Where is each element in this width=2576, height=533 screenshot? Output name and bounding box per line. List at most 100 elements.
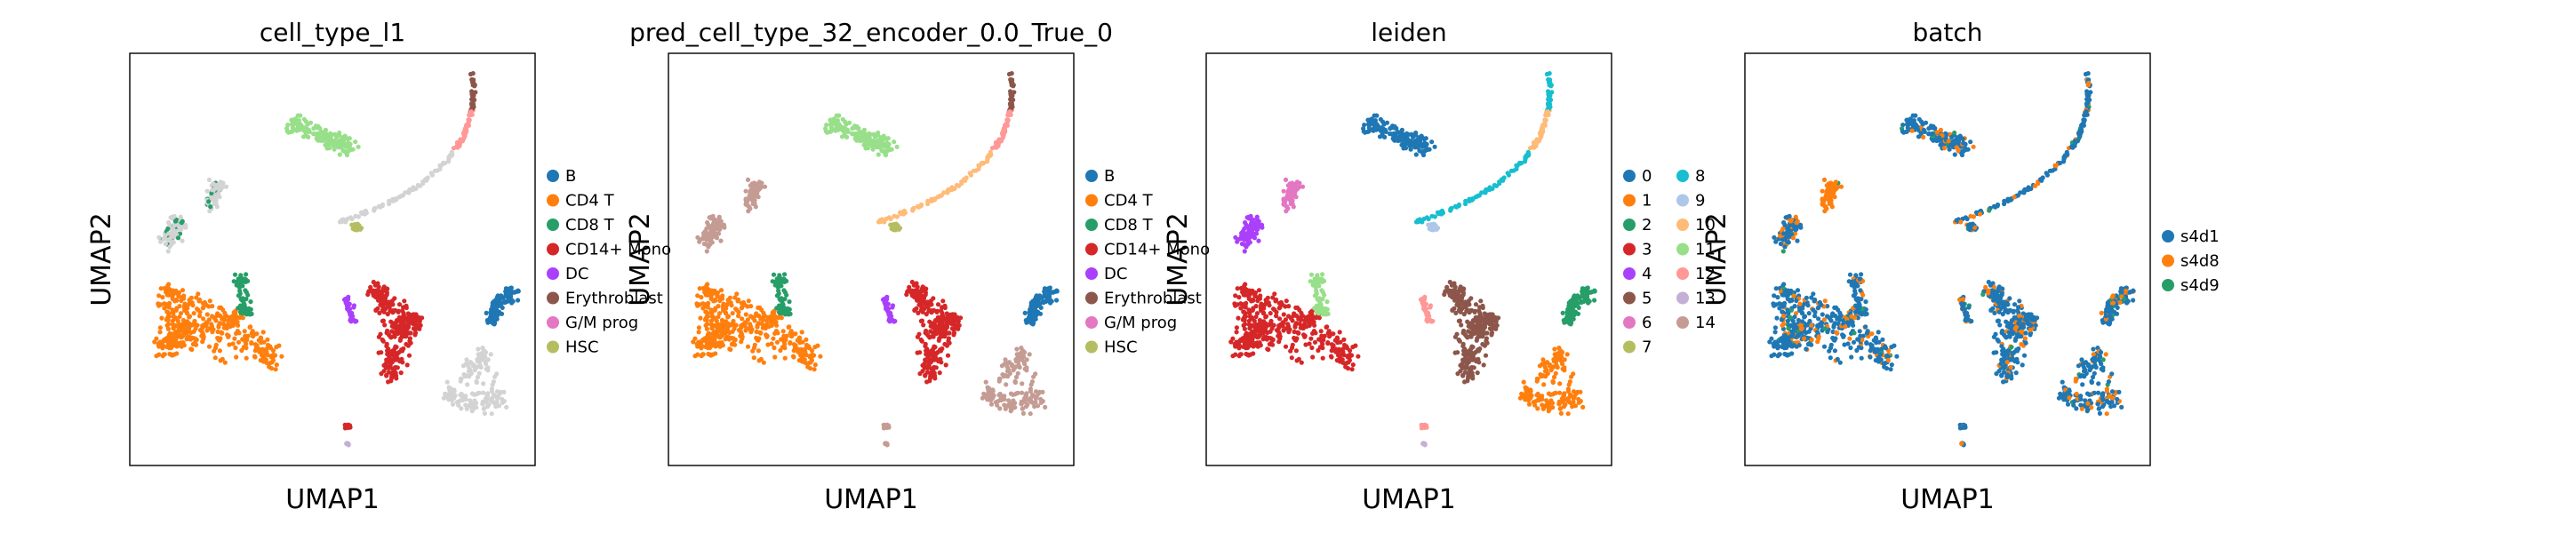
scatter-point: [1006, 110, 1012, 115]
scatter-point: [344, 152, 350, 158]
scatter-point: [177, 304, 182, 309]
scatter-point: [332, 147, 337, 152]
scatter-point: [1303, 342, 1308, 347]
scatter-point: [1296, 356, 1301, 362]
x-axis-label: UMAP1: [824, 484, 918, 515]
scatter-point: [772, 354, 778, 360]
scatter-point: [932, 345, 938, 350]
scatter-point: [1268, 318, 1274, 324]
scatter-point: [464, 357, 469, 362]
scatter-point: [476, 390, 482, 395]
scatter-point: [337, 130, 342, 136]
scatter-point: [920, 309, 925, 314]
scatter-point: [914, 306, 919, 311]
scatter-point: [1310, 282, 1316, 288]
scatter-point: [1276, 330, 1282, 335]
scatter-point: [216, 337, 221, 343]
scatter-point: [244, 338, 250, 343]
scatter-point: [393, 364, 398, 370]
scatter-point: [179, 298, 184, 304]
scatter-point: [407, 336, 412, 341]
scatter-point: [1371, 128, 1376, 133]
scatter-point: [1244, 289, 1249, 294]
scatter-point: [751, 355, 756, 361]
scatter-point: [879, 139, 884, 144]
scatter-point: [1418, 297, 1424, 302]
scatter-point: [158, 286, 164, 291]
scatter-point: [929, 310, 934, 315]
scatter-point: [172, 298, 178, 304]
scatter-point: [921, 322, 926, 328]
scatter-point: [740, 334, 745, 339]
legend-label: HSC: [1104, 338, 1138, 357]
scatter-point: [261, 339, 267, 345]
scatter-point: [380, 318, 385, 323]
scatter-point: [248, 299, 253, 305]
scatter-point: [772, 314, 778, 319]
scatter-point: [480, 402, 485, 407]
scatter-point: [1415, 145, 1420, 150]
legend-label: 2: [1642, 216, 1652, 235]
scatter-point: [1460, 361, 1465, 366]
scatter-point: [222, 314, 228, 320]
scatter-point: [952, 186, 957, 192]
scatter-point: [996, 376, 1002, 381]
scatter-point: [937, 370, 942, 376]
scatter-point: [1308, 279, 1313, 284]
scatter-point: [212, 346, 219, 351]
scatter-point: [376, 350, 381, 355]
scatter-point: [1263, 336, 1268, 341]
scatter-point: [1034, 300, 1039, 306]
scatter-point: [1478, 313, 1484, 319]
scatter-point: [188, 295, 194, 300]
scatter-point: [389, 360, 395, 365]
scatter-point: [234, 282, 239, 288]
scatter-point: [489, 411, 494, 417]
scatter-point: [191, 311, 196, 316]
scatter-point: [384, 292, 389, 298]
scatter-point: [1484, 330, 1490, 336]
legend-marker: [1085, 170, 1098, 182]
scatter-point: [711, 219, 717, 224]
scatter-point: [1439, 211, 1444, 217]
scatter-point: [408, 330, 413, 336]
scatter-point: [1477, 321, 1483, 326]
scatter-point: [170, 318, 175, 323]
scatter-point: [1041, 299, 1046, 306]
scatter-point: [380, 300, 387, 306]
scatter-point: [500, 305, 505, 310]
scatter-point: [465, 122, 470, 127]
scatter-point: [988, 402, 995, 407]
scatter-point: [1432, 144, 1437, 149]
scatter-point: [365, 291, 371, 298]
scatter-point: [1293, 321, 1299, 326]
scatter-point: [1267, 341, 1272, 347]
scatter-point: [940, 321, 945, 326]
scatter-point: [865, 146, 871, 151]
scatter-point: [197, 314, 203, 319]
scatter-point: [389, 323, 395, 329]
scatter-points: [1228, 71, 1597, 448]
scatter-point: [1490, 322, 1495, 328]
scatter-point: [756, 179, 763, 185]
scatter-point: [999, 363, 1004, 369]
scatter-point: [806, 346, 812, 351]
scatter-point: [714, 331, 719, 337]
scatter-point: [429, 172, 435, 178]
scatter-point: [319, 138, 324, 143]
scatter-point: [176, 293, 181, 298]
scatter-point: [740, 316, 745, 322]
scatter-point: [1481, 362, 1486, 368]
scatter-point: [201, 316, 206, 322]
scatter-point: [888, 216, 893, 222]
scatter-point: [1424, 311, 1429, 316]
scatter-point: [752, 197, 757, 203]
scatter-point: [788, 311, 793, 316]
scatter-point: [375, 306, 380, 311]
scatter-point: [1420, 152, 1427, 158]
scatter-point: [206, 317, 212, 322]
scatter-point: [1452, 294, 1457, 299]
scatter-point: [1239, 234, 1244, 239]
scatter-point: [196, 291, 201, 297]
